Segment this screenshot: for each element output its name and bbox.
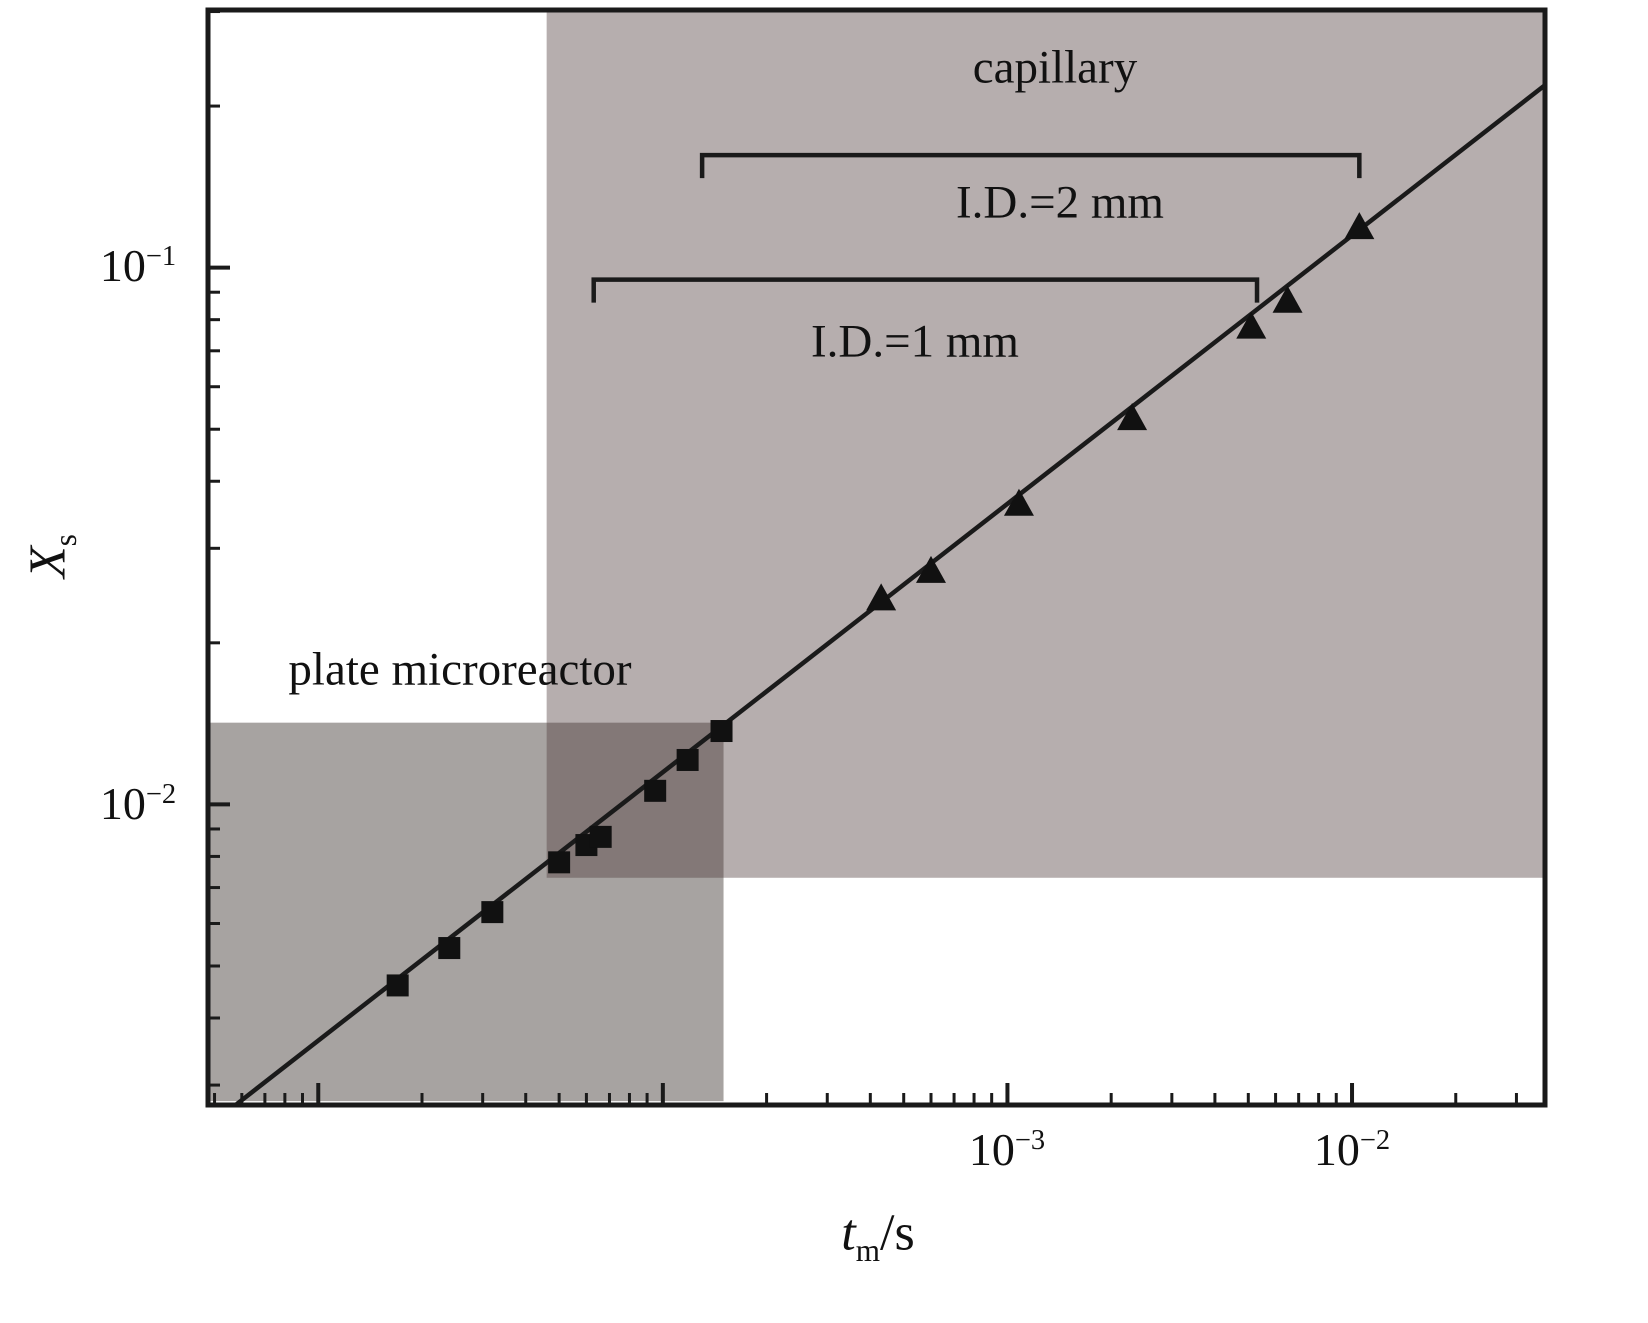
marker-square-plate-microreactor [589,825,612,848]
plot-border [205,7,1548,1108]
marker-square-plate-microreactor [438,937,461,960]
y-tick-label-1e-1: 10−1 [99,240,177,292]
tick-mantissa: 10 [1313,1124,1360,1176]
tick-exponent: −3 [1014,1124,1046,1156]
bracket-label-id-2mm: I.D.=2 mm [956,176,1164,229]
marker-square-plate-microreactor [710,720,733,743]
region-plate-microreactor [208,722,724,1102]
shaded-regions [208,11,1544,1102]
axis-ticks [208,10,1518,1105]
x-axis-label: tm/s [841,1204,915,1269]
tick-exponent: −2 [1359,1124,1391,1156]
marker-square-plate-microreactor [386,974,409,997]
x-axis-symbol: t [841,1204,856,1262]
marker-triangle-capillary [1236,311,1267,339]
marker-triangle-capillary [1003,488,1034,516]
bracket-id-1mm [591,277,1260,303]
tick-mantissa: 10 [99,240,146,292]
marker-triangle-capillary [866,583,897,611]
marker-triangle-capillary [1117,403,1148,431]
x-tick-label-1e-2: 10−2 [1313,1124,1391,1176]
y-axis-subscript: s [48,534,84,547]
tick-mantissa: 10 [99,778,146,830]
marker-square-plate-microreactor [548,851,571,874]
marker-square-plate-microreactor [644,779,667,802]
marker-square-plate-microreactor [676,748,699,771]
x-tick-label-1e-3: 10−3 [968,1124,1046,1176]
y-tick-label-1e-2: 10−2 [99,778,177,830]
tick-mantissa: 10 [968,1124,1015,1176]
tick-exponent: −1 [145,240,177,272]
region-label-capillary: capillary [972,41,1138,94]
marker-triangle-capillary [915,555,946,583]
data-markers [386,212,1375,997]
range-brackets [591,152,1362,303]
x-axis-unit: /s [880,1204,915,1262]
bracket-id-2mm [699,152,1362,179]
bracket-label-id-1mm: I.D.=1 mm [811,315,1019,368]
fit-line [234,83,1547,1107]
marker-square-plate-microreactor [481,901,504,924]
marker-triangle-capillary [1344,212,1375,240]
y-axis-label: Xs [19,534,84,578]
marker-triangle-capillary [1272,285,1303,313]
y-axis-symbol: X [19,546,77,578]
x-axis-subscript: m [855,1233,881,1269]
region-label-plate-microreactor: plate microreactor [288,643,632,696]
tick-exponent: −2 [145,778,177,810]
